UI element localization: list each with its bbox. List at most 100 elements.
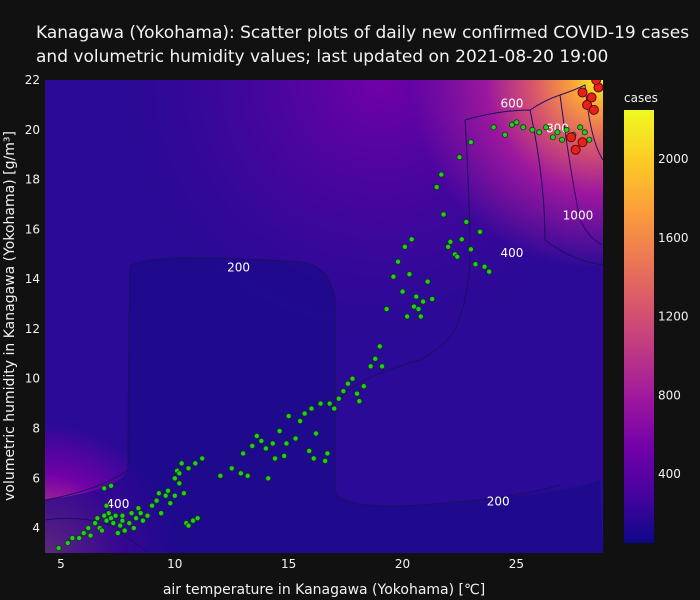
scatter-point xyxy=(133,515,140,522)
scatter-point xyxy=(158,510,165,517)
scatter-point xyxy=(153,497,160,504)
scatter-point xyxy=(310,455,317,462)
y-tick-label: 14 xyxy=(25,272,40,286)
scatter-point xyxy=(185,522,192,529)
scatter-point xyxy=(577,124,584,131)
scatter-point xyxy=(458,236,465,243)
scatter-point xyxy=(55,545,62,552)
scatter-point xyxy=(301,410,308,417)
scatter-point xyxy=(85,525,92,532)
scatter-point xyxy=(137,510,144,517)
scatter-point xyxy=(240,450,247,457)
scatter-point xyxy=(119,512,126,519)
scatter-point xyxy=(383,306,390,313)
y-axis-title: volumetric humidity in Kanagawa (Yokoham… xyxy=(2,131,18,501)
scatter-point xyxy=(456,154,463,161)
x-tick-label: 15 xyxy=(281,557,296,571)
scatter-point xyxy=(317,400,324,407)
scatter-point xyxy=(167,500,174,507)
scatter-point xyxy=(344,380,351,387)
scatter-point xyxy=(395,258,402,265)
scatter-point xyxy=(404,313,411,320)
scatter-point xyxy=(335,395,342,402)
scatter-point xyxy=(192,460,199,467)
scatter-point-high xyxy=(570,144,581,155)
scatter-point xyxy=(445,243,452,250)
scatter-point xyxy=(114,530,121,537)
scatter-point xyxy=(253,432,260,439)
chart-title-line2: and volumetric humidity values; last upd… xyxy=(36,47,608,67)
scatter-point xyxy=(92,520,99,527)
scatter-point xyxy=(171,475,178,482)
scatter-point xyxy=(199,455,206,462)
scatter-point xyxy=(76,535,83,542)
scatter-point xyxy=(262,445,269,452)
scatter-point xyxy=(331,405,338,412)
scatter-points xyxy=(55,80,603,552)
chart-title-line1: Kanagawa (Yokohama): Scatter plots of da… xyxy=(36,23,689,43)
scatter-point xyxy=(285,413,292,420)
y-tick-label: 4 xyxy=(32,521,40,535)
scatter-point xyxy=(467,246,474,253)
scatter-point xyxy=(390,273,397,280)
scatter-point xyxy=(401,243,408,250)
colorbar-title: cases xyxy=(624,91,658,105)
contour-label: 200 xyxy=(227,261,250,275)
scatter-point xyxy=(349,375,356,382)
scatter-point xyxy=(101,485,108,492)
scatter-point xyxy=(297,418,304,425)
scatter-point xyxy=(98,527,105,534)
scatter-point xyxy=(324,450,331,457)
scatter-point xyxy=(126,520,133,527)
scatter-point xyxy=(549,134,556,141)
scatter-point xyxy=(420,298,427,305)
y-tick-label: 12 xyxy=(25,322,40,336)
colorbar-tick-label: 2000 xyxy=(658,152,689,166)
y-tick-label: 18 xyxy=(25,173,40,187)
scatter-point xyxy=(354,390,361,397)
scatter-point xyxy=(543,124,550,131)
scatter-point xyxy=(180,490,187,497)
scatter-point xyxy=(513,119,520,126)
scatter-point xyxy=(119,517,126,524)
scatter-point xyxy=(283,440,290,447)
scatter-point xyxy=(128,510,135,517)
x-tick-label: 20 xyxy=(395,557,410,571)
scatter-point xyxy=(490,124,497,131)
scatter-point xyxy=(272,455,279,462)
scatter-point xyxy=(135,505,142,512)
colorbar-tick-label: 1600 xyxy=(658,231,689,245)
scatter-point xyxy=(103,517,110,524)
scatter-point xyxy=(424,278,431,285)
scatter-point xyxy=(194,515,201,522)
colorbar-ticks: 400 800 1200 1600 2000 xyxy=(658,152,689,481)
scatter-point xyxy=(110,520,117,527)
x-tick-label: 5 xyxy=(57,557,65,571)
scatter-point xyxy=(406,271,413,278)
scatter-point xyxy=(413,293,420,300)
x-axis-ticks: 5 10 15 20 25 xyxy=(57,557,524,571)
y-tick-label: 22 xyxy=(25,73,40,87)
scatter-point xyxy=(108,515,115,522)
y-tick-label: 10 xyxy=(25,372,40,386)
scatter-point xyxy=(417,313,424,320)
scatter-point xyxy=(372,355,379,362)
scatter-point xyxy=(103,502,110,509)
scatter-point xyxy=(408,236,415,243)
scatter-point xyxy=(322,457,329,464)
scatter-point xyxy=(463,218,470,225)
scatter-point xyxy=(508,121,515,128)
scatter-point xyxy=(237,470,244,477)
scatter-point xyxy=(433,184,440,191)
y-axis-ticks: 4 6 8 10 12 14 16 18 20 22 xyxy=(25,73,40,535)
scatter-point xyxy=(117,522,124,529)
scatter-point-high xyxy=(566,132,577,143)
scatter-point xyxy=(265,475,272,482)
contour-label: 400 xyxy=(500,246,523,260)
scatter-point xyxy=(399,288,406,295)
scatter-point xyxy=(105,510,112,517)
scatter-point xyxy=(559,136,566,143)
scatter-point xyxy=(139,517,146,524)
scatter-point xyxy=(367,363,374,370)
